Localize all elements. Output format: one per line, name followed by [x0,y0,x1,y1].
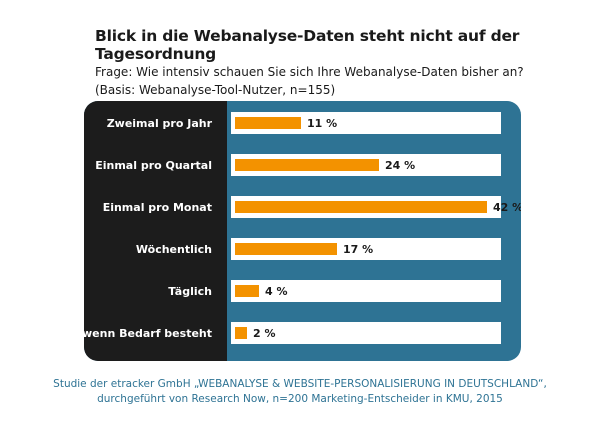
value-label: 17 % [343,243,373,256]
bar [235,201,487,213]
bar [235,327,247,339]
source-line-1: Studie der etracker GmbH „WEBANALYSE & W… [53,378,547,390]
category-label-panel [84,101,227,361]
bar-row-background [231,322,501,344]
value-label: 2 % [253,327,276,340]
chart-panel: Zweimal pro Jahr 11 % Einmal pro Quartal 24… [84,101,521,361]
chart-title: Blick in die Webanalyse-Daten steht nich… [95,27,520,63]
category-label: Nur wenn Bedarf besteht [84,327,212,340]
source-note: Studie der etracker GmbH „WEBANALYSE & W… [40,377,560,407]
bar-chart: Zweimal pro Jahr 11 % Einmal pro Quartal 24… [84,112,521,344]
bar [235,117,301,129]
bar [235,159,379,171]
value-label: 24 % [385,159,415,172]
bar [235,243,337,255]
bar [235,285,259,297]
value-label: 4 % [265,285,288,298]
value-label: 42 % [493,201,521,214]
value-label: 11 % [307,117,337,130]
category-label: Täglich [168,285,212,298]
source-line-2: durchgeführt von Research Now, n=200 Mar… [97,393,503,405]
category-label: Einmal pro Quartal [95,159,212,172]
bar-row-background [231,280,501,302]
category-label: Zweimal pro Jahr [107,117,213,130]
survey-question: Frage: Wie intensiv schauen Sie sich Ihr… [95,63,565,99]
category-label: Einmal pro Monat [103,201,212,214]
category-label: Wöchentlich [136,243,212,256]
question-text: Frage: Wie intensiv schauen Sie sich Ihr… [95,65,524,79]
question-basis: (Basis: Webanalyse-Tool-Nutzer, n=155) [95,83,336,97]
